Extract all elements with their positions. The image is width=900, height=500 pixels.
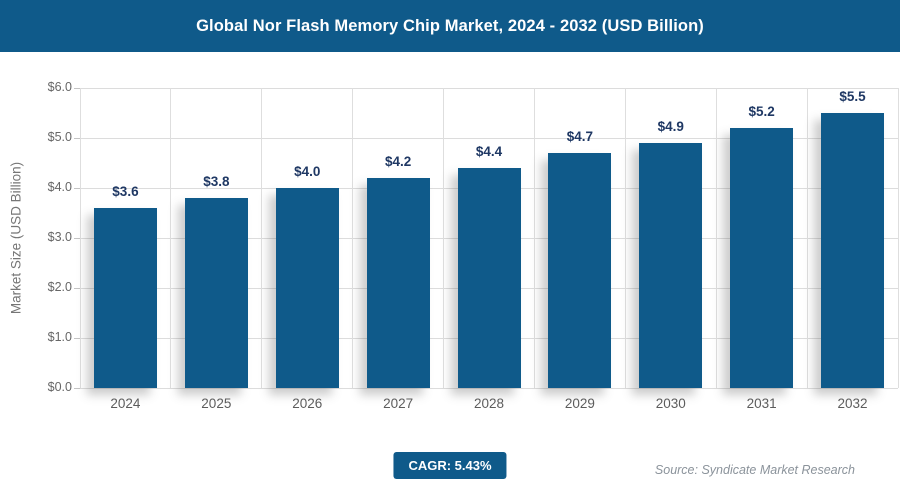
bar-2025 [184, 198, 248, 388]
bar-2024 [93, 208, 157, 388]
y-tick-mark [74, 237, 80, 239]
bar-chart: Market Size (USD Billion) $0.0 $1.0 $2.0 $3… [0, 52, 900, 432]
bar-2032 [821, 113, 885, 388]
y-tick-mark [74, 337, 80, 339]
y-tick-mark [74, 387, 80, 389]
gridline-v [715, 88, 717, 388]
x-axis-label: 2030 [655, 396, 686, 411]
gridline-h [80, 387, 898, 389]
gridline-v [533, 88, 535, 388]
chart-title: Global Nor Flash Memory Chip Market, 202… [196, 16, 704, 35]
y-tick-mark [74, 87, 80, 89]
y-tick-mark [74, 187, 80, 189]
y-tick-label: $2.0 [47, 280, 72, 294]
x-axis-label: 2031 [746, 396, 777, 411]
gridline-h [80, 137, 898, 139]
bar-value-label: $3.6 [112, 184, 139, 199]
bar-value-label: $4.0 [294, 164, 321, 179]
bar-value-label: $4.4 [475, 144, 503, 159]
y-tick-label: $3.0 [47, 230, 72, 244]
x-axis-label: 2024 [110, 396, 141, 411]
bar-value-label: $3.8 [203, 174, 230, 189]
y-tick-label: $5.0 [47, 130, 72, 144]
source-attribution: Source: Syndicate Market Research [654, 463, 855, 477]
x-axis-label: 2032 [837, 396, 868, 411]
gridline-v [897, 88, 899, 388]
bar-value-label: $4.2 [384, 154, 412, 169]
bar-value-label: $4.9 [657, 119, 684, 134]
y-tick-label: $4.0 [47, 180, 72, 194]
gridline-v [352, 88, 354, 388]
bar-2028 [457, 168, 521, 388]
bar-2027 [366, 178, 430, 388]
gridline-v [79, 88, 81, 388]
y-tick-mark [74, 287, 80, 289]
bar-2030 [639, 143, 703, 388]
x-axis-label: 2029 [564, 396, 595, 411]
y-tick-label: $0.0 [47, 380, 72, 394]
x-axis-label: 2026 [292, 396, 323, 411]
gridline-v [170, 88, 172, 388]
plot-area: $0.0 $1.0 $2.0 $3.0 $4.0 $5.0 $6.0 $3.6 2024 $3.8… [48, 80, 899, 411]
y-tick-mark [74, 137, 80, 139]
bar-2026 [275, 188, 339, 388]
bar-value-label: $4.7 [566, 129, 594, 144]
chart-title-bar: Global Nor Flash Memory Chip Market, 202… [0, 0, 900, 52]
bar-value-label: $5.5 [839, 89, 866, 104]
x-axis-label: 2027 [383, 396, 414, 411]
gridline-v [443, 88, 445, 388]
gridline-v [624, 88, 626, 388]
bar-2031 [730, 128, 794, 388]
gridline-h [80, 87, 898, 89]
x-axis-label: 2025 [201, 396, 232, 411]
x-axis-label: 2028 [473, 396, 505, 411]
gridline-v [806, 88, 808, 388]
gridline-v [261, 88, 263, 388]
y-tick-label: $1.0 [47, 330, 72, 344]
y-tick-label: $6.0 [47, 80, 72, 94]
cagr-badge: CAGR: 5.43% [393, 452, 507, 479]
bar-value-label: $5.2 [748, 104, 775, 119]
bar-2029 [548, 153, 612, 388]
